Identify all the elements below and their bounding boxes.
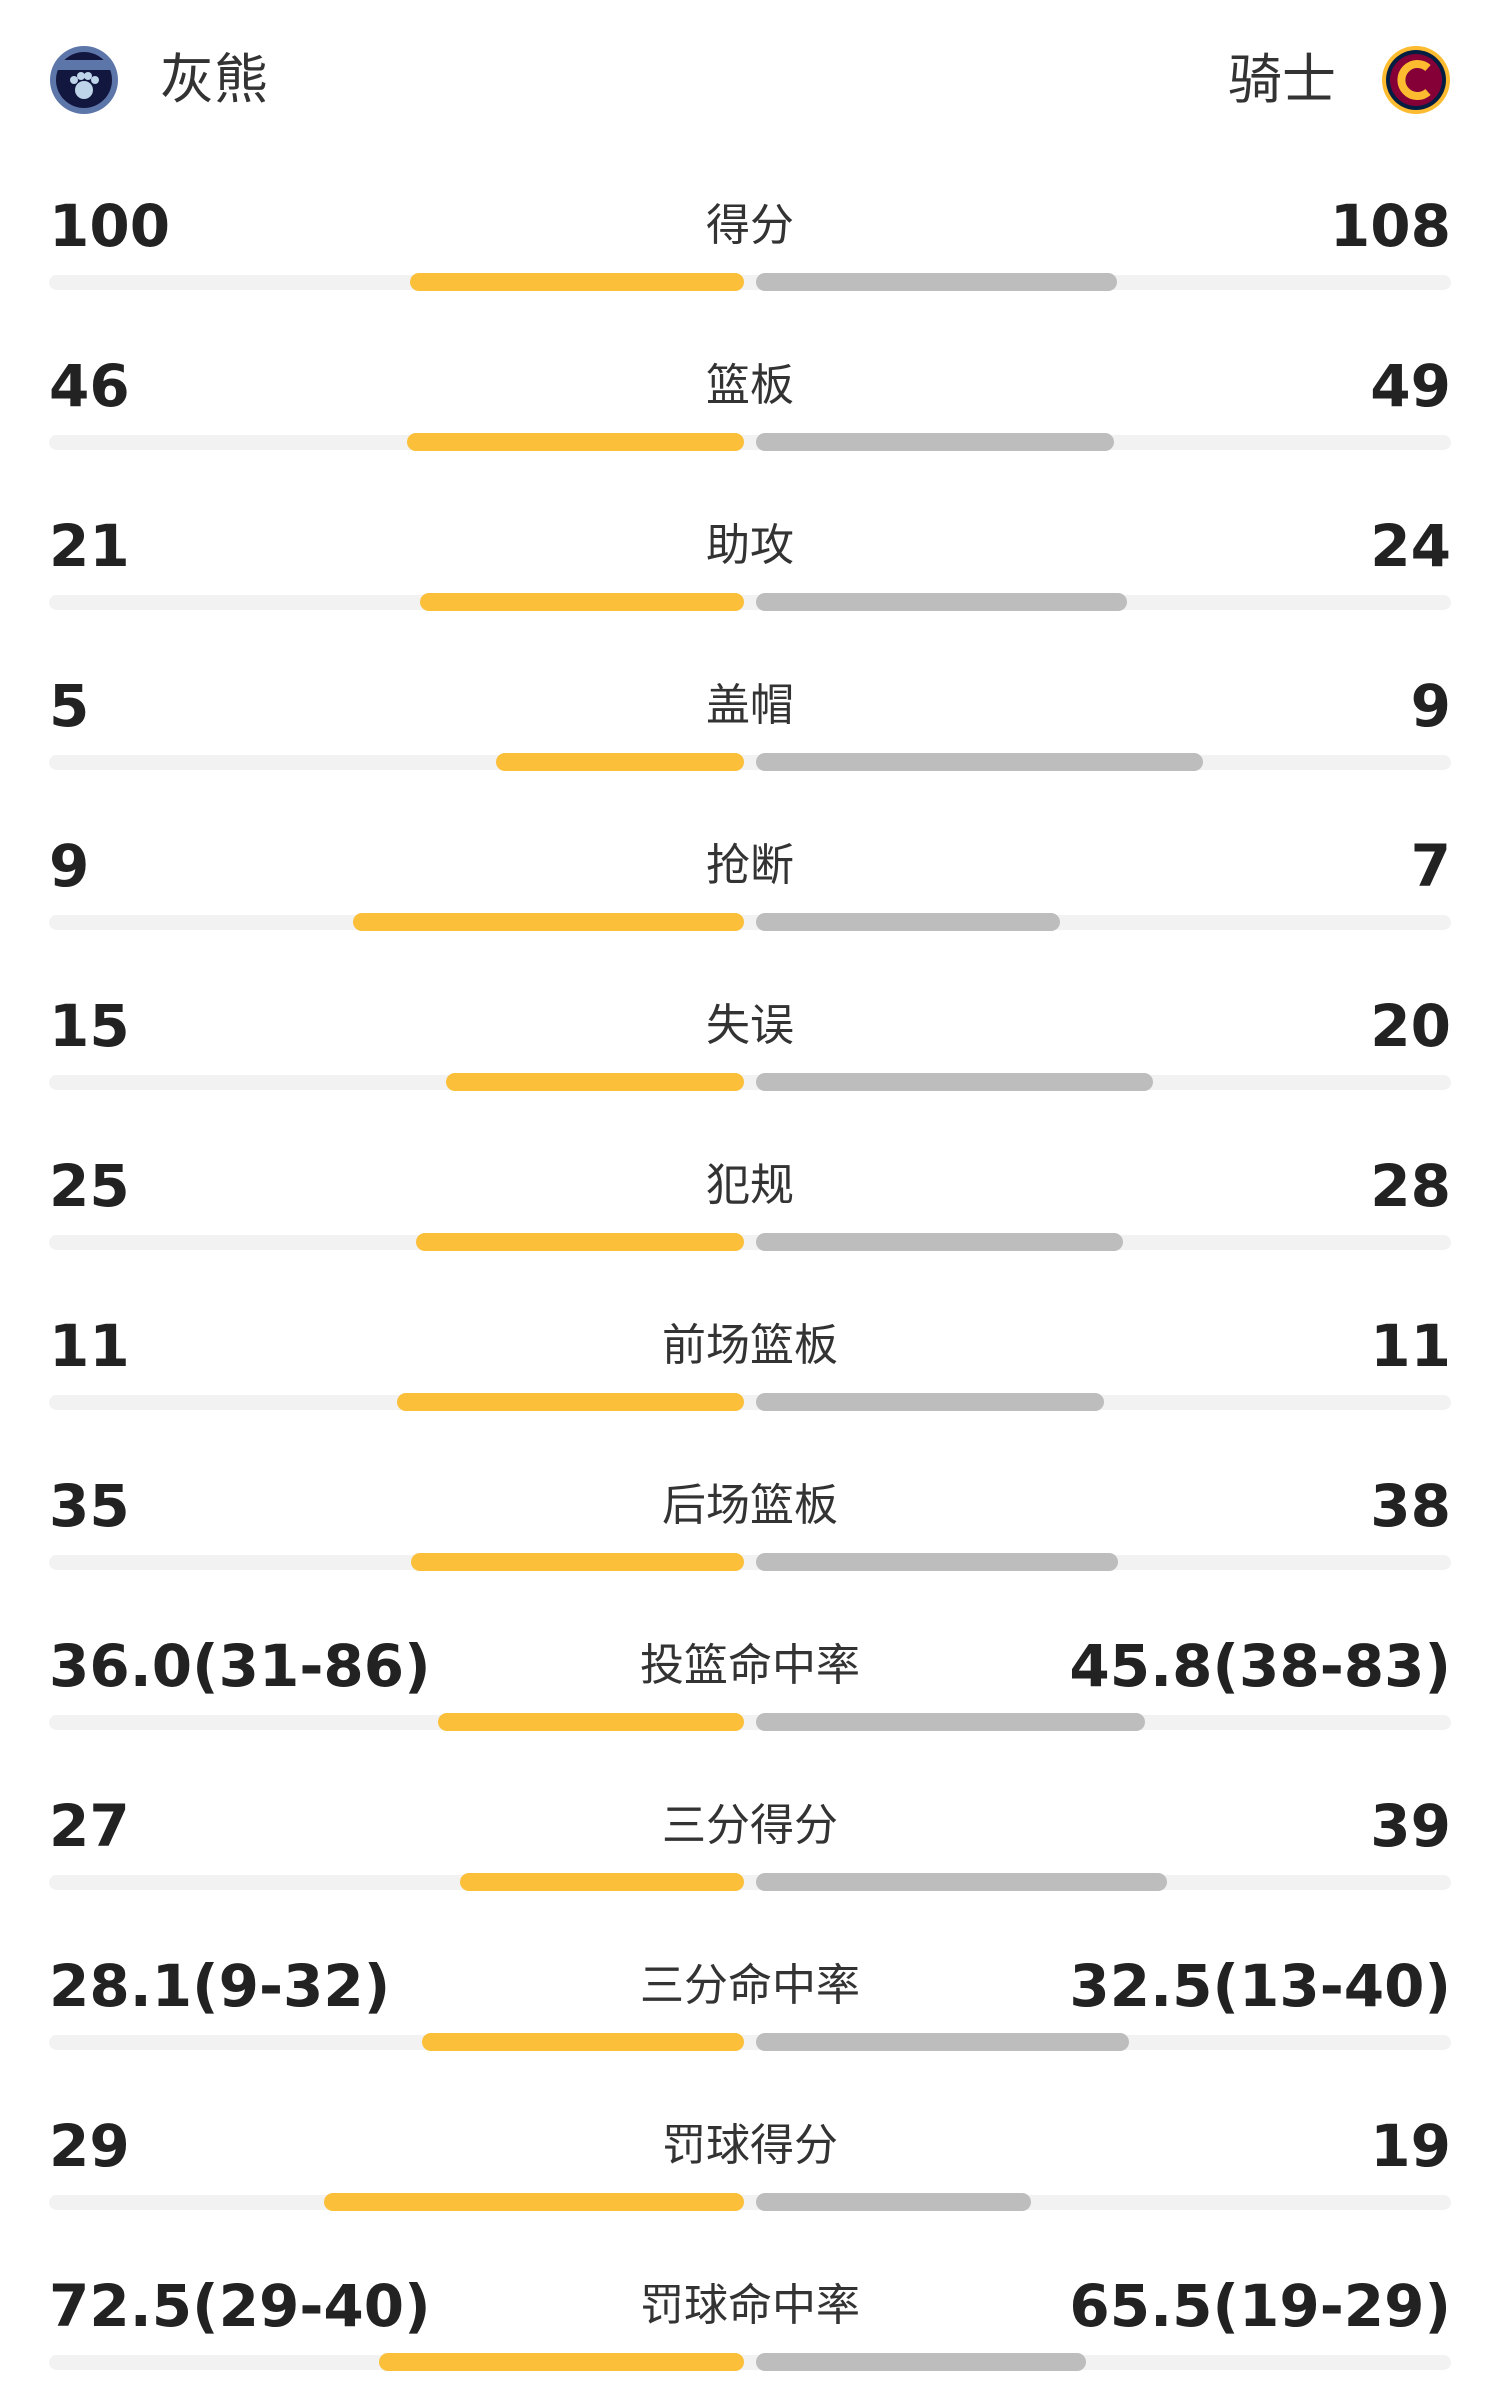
stat-label: 三分得分 [662,1800,838,1851]
away-value: 11 [1370,1312,1451,1380]
stat-label: 前场篮板 [662,1320,838,1371]
stat-label: 三分命中率 [640,1960,860,2011]
bar-track [49,594,1451,610]
bar-track [49,2194,1451,2210]
away-bar [756,2353,1086,2371]
away-value: 20 [1370,992,1451,1060]
home-value: 100 [49,192,171,260]
home-value: 46 [49,352,130,420]
away-value: 19 [1370,2112,1451,2180]
away-value: 108 [1329,192,1451,260]
home-value: 28.1(9-32) [49,1952,391,2020]
away-bar [756,1393,1104,1411]
away-value: 65.5(19-29) [1069,2272,1451,2340]
stat-label: 失误 [706,1000,794,1051]
bar-track [49,1714,1451,1730]
home-value: 15 [49,992,130,1060]
away-bar [756,2033,1129,2051]
home-value: 29 [49,2112,130,2180]
away-team: 骑士 [1228,48,1336,111]
home-bar [446,1073,744,1091]
bar-track [49,274,1451,290]
away-bar [756,1713,1146,1731]
home-bar [378,2353,744,2371]
away-logo [1380,44,1452,116]
away-bar [756,273,1117,291]
bar-track [49,1874,1451,1890]
home-value: 21 [49,512,130,580]
home-team: 灰熊 [160,48,268,111]
stat-label: 抢断 [706,840,794,891]
bar-track [49,1554,1451,1570]
home-bar [324,2193,744,2211]
home-value: 72.5(29-40) [49,2272,431,2340]
home-bar [421,2033,744,2051]
home-value: 27 [49,1792,130,1860]
away-value: 38 [1370,1472,1451,1540]
away-value: 28 [1370,1152,1451,1220]
away-bar [756,1073,1154,1091]
stat-label: 罚球得分 [662,2120,838,2171]
stat-label: 助攻 [706,520,794,571]
home-value: 11 [49,1312,130,1380]
bar-track [49,1394,1451,1410]
home-value: 25 [49,1152,130,1220]
home-bar [396,1393,744,1411]
away-bar [756,1553,1118,1571]
home-logo [48,44,120,116]
bar-track [49,1074,1451,1090]
bar-track [49,434,1451,450]
home-bar [495,753,744,771]
away-value: 9 [1410,672,1451,740]
away-value: 24 [1370,512,1451,580]
bar-track [49,754,1451,770]
bar-track [49,2034,1451,2050]
home-bar [353,913,744,931]
home-value: 9 [49,832,90,900]
away-bar [756,433,1115,451]
away-bar [756,913,1061,931]
stat-label: 罚球命中率 [640,2280,860,2331]
home-bar [410,1553,744,1571]
away-value: 45.8(38-83) [1069,1632,1451,1700]
home-bar [438,1713,744,1731]
stat-label: 投篮命中率 [640,1640,860,1691]
away-value: 32.5(13-40) [1069,1952,1451,2020]
home-bar [407,433,744,451]
home-bar [416,1233,744,1251]
stat-label: 篮板 [706,360,794,411]
away-bar [756,753,1203,771]
away-bar [756,2193,1032,2211]
away-value: 7 [1410,832,1451,900]
home-bar [459,1873,744,1891]
away-bar [756,1873,1167,1891]
home-logo-icon [50,46,118,114]
bar-track [49,2354,1451,2370]
stat-label: 后场篮板 [662,1480,838,1531]
away-logo-icon [1382,46,1450,114]
away-bar [756,1233,1124,1251]
home-bar [419,593,744,611]
stat-label: 犯规 [706,1160,794,1211]
stat-label: 盖帽 [706,680,794,731]
bar-track [49,914,1451,930]
home-value: 36.0(31-86) [49,1632,431,1700]
home-value: 5 [49,672,90,740]
home-value: 35 [49,1472,130,1540]
stat-label: 得分 [706,200,794,251]
bar-track [49,1234,1451,1250]
home-bar [409,273,744,291]
away-value: 49 [1370,352,1451,420]
away-bar [756,593,1127,611]
away-value: 39 [1370,1792,1451,1860]
